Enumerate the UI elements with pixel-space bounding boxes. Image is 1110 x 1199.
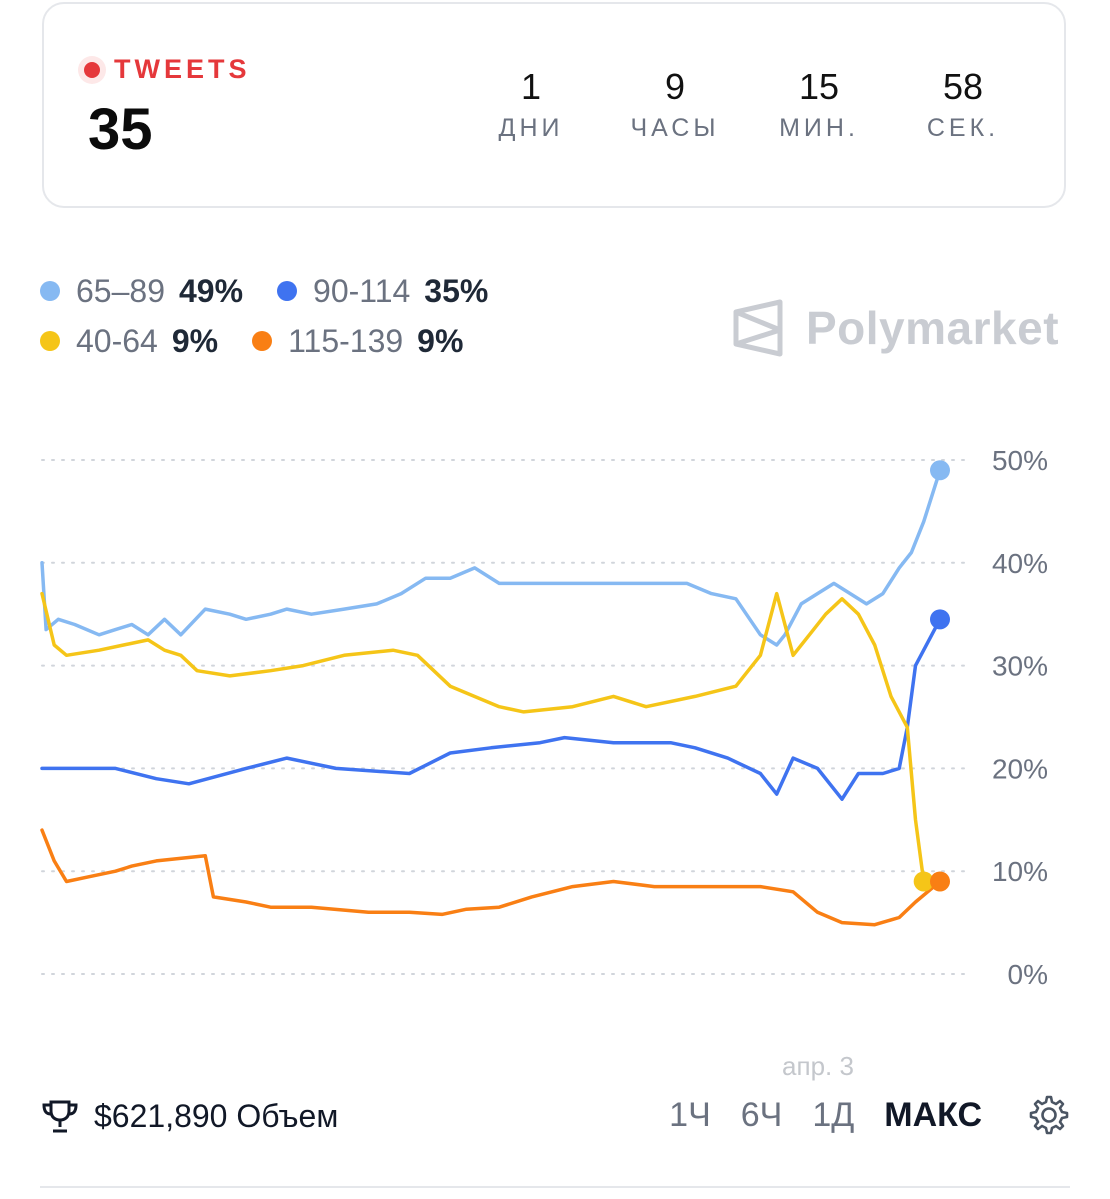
legend-value: 49% [178, 272, 244, 309]
trophy-icon [42, 1100, 78, 1132]
countdown-minutes-value: 15 [798, 66, 840, 107]
polymarket-watermark: Polymarket [732, 298, 1059, 358]
countdown-seconds: 58 СЕК. [888, 66, 1038, 143]
legend-value: 9% [417, 322, 464, 359]
countdown-days-unit: ДНИ [498, 114, 564, 142]
chart-footer: $621,890 Объем 1Ч 6Ч 1Д МАКС [40, 1094, 1070, 1146]
series-end-point-115-139 [930, 871, 950, 892]
gear-icon [1029, 1095, 1069, 1135]
series-end-point-65–89 [930, 460, 950, 481]
legend-item-65-89[interactable]: 65–89 49% [40, 273, 243, 310]
watermark-text: Polymarket [806, 302, 1060, 354]
legend-dot-icon [277, 281, 298, 301]
range-6h-button[interactable]: 6Ч [740, 1095, 783, 1134]
volume-info: $621,890 Объем [40, 1098, 338, 1135]
countdown-hours-unit: ЧАСЫ [630, 114, 720, 142]
series-end-point-90-114 [930, 609, 950, 630]
legend-name: 65–89 [76, 272, 165, 309]
live-indicator: TWEETS [84, 54, 251, 85]
tweet-count: 35 [88, 97, 153, 162]
y-tick-label: 0% [1008, 959, 1048, 990]
y-tick-label: 40% [992, 548, 1048, 579]
legend-value: 9% [171, 322, 219, 359]
range-1d-button[interactable]: 1Д [812, 1095, 855, 1134]
series-end-point-40-64 [913, 871, 934, 892]
y-tick-label: 50% [992, 445, 1048, 476]
legend-name: 115-139 [288, 322, 404, 359]
series-line-90-114 [40, 617, 942, 801]
series-line-115-139 [40, 828, 942, 927]
y-tick-label: 30% [992, 651, 1048, 682]
range-1h-button[interactable]: 1Ч [669, 1095, 711, 1134]
polymarket-logo-icon [733, 299, 783, 357]
countdown-card: TWEETS 35 1 ДНИ 9 ЧАСЫ 15 МИН. 58 СЕК. [42, 2, 1066, 208]
countdown-days: 1 ДНИ [456, 66, 606, 143]
countdown-minutes-unit: МИН. [779, 114, 859, 142]
countdown-seconds-value: 58 [942, 66, 984, 107]
y-tick-label: 10% [992, 856, 1048, 887]
range-max-button[interactable]: МАКС [884, 1095, 982, 1134]
y-axis-ticks: 50% 40% 30% 20% 10% 0% [992, 445, 1048, 990]
legend-value: 35% [424, 272, 489, 309]
live-dot-icon [84, 61, 100, 78]
series-line-40-64 [40, 591, 926, 884]
series-line-65–89 [40, 468, 942, 647]
legend-name: 40-64 [76, 322, 158, 359]
countdown-seconds-unit: СЕК. [926, 114, 1000, 142]
legend-item-40-64[interactable]: 40-64 9% [40, 323, 218, 360]
legend-name: 90-114 [313, 272, 411, 309]
bottom-divider [40, 1186, 1070, 1188]
countdown-hours: 9 ЧАСЫ [600, 66, 750, 143]
countdown-days-value: 1 [520, 66, 542, 107]
legend-dot-icon [40, 331, 60, 351]
chart-legend: 65–89 49% 90-114 35% 40-64 9% 115-139 9% [40, 266, 522, 366]
legend-item-115-139[interactable]: 115-139 9% [252, 323, 463, 360]
time-range-selector: 1Ч 6Ч 1Д МАКС [639, 1094, 1070, 1136]
countdown-hours-value: 9 [664, 66, 686, 107]
countdown-minutes: 15 МИН. [744, 66, 894, 143]
chart-settings-button[interactable] [1028, 1094, 1070, 1136]
live-label: TWEETS [114, 54, 251, 84]
legend-item-90-114[interactable]: 90-114 35% [277, 273, 488, 310]
chart-series [40, 468, 942, 927]
volume-text: $621,890 Объем [94, 1098, 339, 1134]
legend-dot-icon [40, 281, 60, 301]
legend-dot-icon [252, 331, 273, 351]
chart-grid [41, 459, 967, 975]
y-tick-label: 20% [992, 753, 1048, 784]
chart-end-points [913, 460, 950, 892]
x-axis-label: апр. 3 [782, 1051, 854, 1081]
